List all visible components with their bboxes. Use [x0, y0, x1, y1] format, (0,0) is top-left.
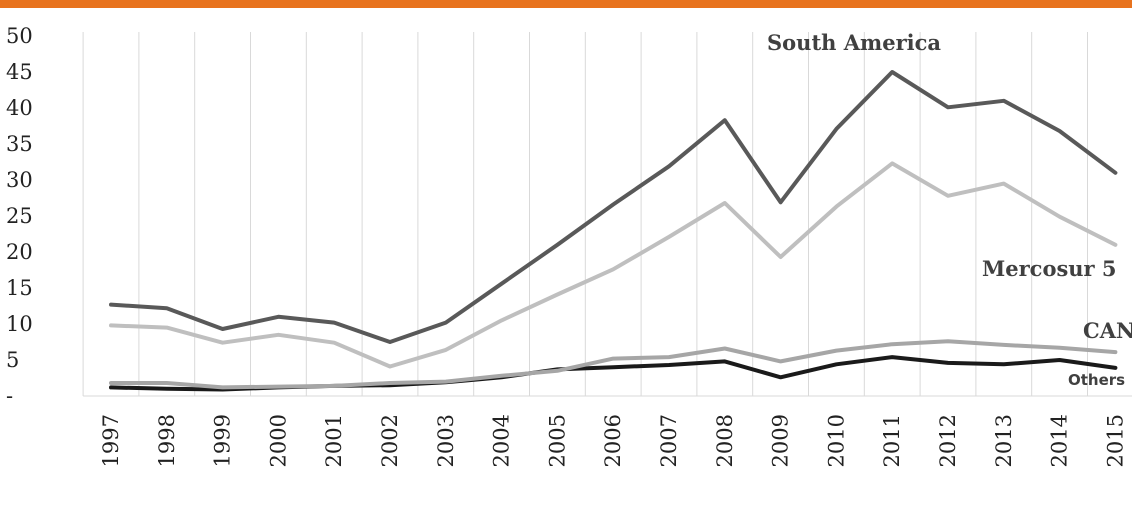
series-labels: South America Mercosur 5 CAN Others — [767, 30, 1132, 389]
y-tick-label: 45 — [6, 60, 33, 84]
x-tick-label: 2013 — [992, 414, 1016, 467]
x-tick-label: 2015 — [1103, 414, 1127, 467]
series-line-others — [109, 355, 1118, 392]
x-tick-label: 2010 — [824, 414, 848, 467]
y-tick-label: 10 — [6, 312, 33, 336]
x-tick-label: 1999 — [211, 414, 235, 467]
x-tick-label: 2009 — [769, 414, 793, 467]
x-tick-label: 2003 — [434, 414, 458, 467]
y-tick-label: 5 — [6, 348, 19, 372]
x-tick-label: 1998 — [155, 414, 179, 467]
x-axis: 1997 1998 1999 2000 2001 2002 2003 2004 2005 2006… — [99, 414, 1127, 467]
x-tick-label: 2014 — [1048, 414, 1072, 467]
x-tick-label: 2001 — [322, 414, 346, 467]
series-label-can: CAN — [1083, 318, 1132, 343]
y-tick-label: 50 — [6, 24, 33, 48]
y-tick-label: 35 — [6, 132, 33, 156]
y-tick-label: 30 — [6, 168, 33, 192]
series-line-mercosur-5 — [109, 161, 1118, 369]
gridlines — [82, 32, 1132, 397]
x-tick-label: 2006 — [601, 414, 625, 467]
x-tick-label: 2012 — [936, 414, 960, 467]
x-tick-label: 2000 — [266, 414, 290, 467]
series-line-can — [109, 339, 1118, 390]
x-tick-label: 2011 — [880, 414, 904, 467]
x-tick-label: 1997 — [99, 414, 123, 467]
series-lines — [109, 70, 1118, 392]
series-label-south-america: South America — [767, 30, 941, 55]
x-tick-label: 2005 — [545, 414, 569, 467]
line-chart: - 5 10 15 20 25 30 35 40 45 50 1997 1998 1999 2000 200… — [6, 24, 1132, 467]
series-line-south-america — [109, 70, 1118, 344]
x-tick-label: 2002 — [378, 414, 402, 467]
series-label-others: Others — [1068, 371, 1125, 389]
y-tick-label: 40 — [6, 96, 33, 120]
y-tick-label: 20 — [6, 240, 33, 264]
y-axis: - 5 10 15 20 25 30 35 40 45 50 — [6, 24, 33, 408]
series-label-mercosur-5: Mercosur 5 — [982, 256, 1117, 281]
y-tick-label: - — [6, 384, 13, 408]
top-accent-bar — [0, 0, 1132, 8]
y-tick-label: 15 — [6, 276, 33, 300]
x-tick-label: 2008 — [713, 414, 737, 467]
y-tick-label: 25 — [6, 204, 33, 228]
x-tick-label: 2007 — [657, 414, 681, 467]
x-tick-label: 2004 — [490, 414, 514, 467]
